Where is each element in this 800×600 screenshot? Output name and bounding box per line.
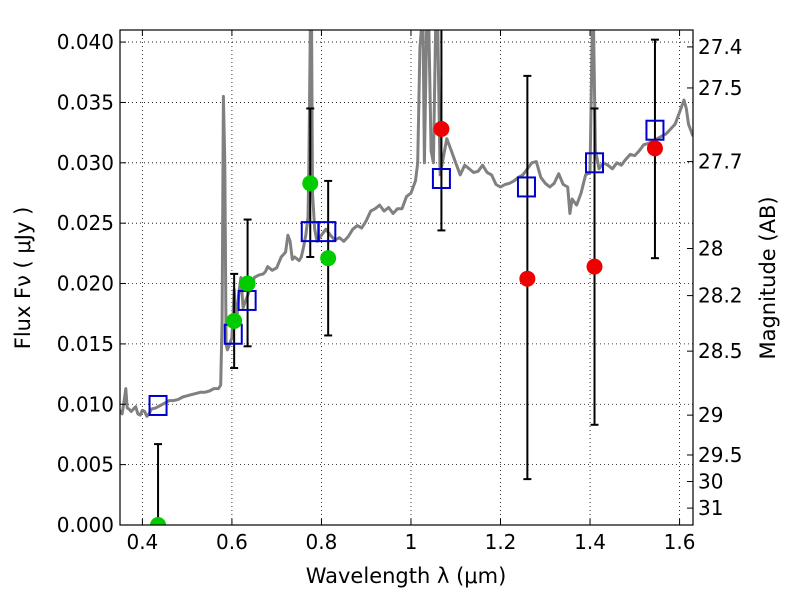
x-tick-label: 0.4 [126,530,158,554]
magnitude-tick-label: 27.4 [698,35,743,59]
detection-marker [433,121,450,137]
y-tick-label: 0.025 [57,211,114,235]
x-axis-label: Wavelength λ (μm) [306,564,507,588]
magnitude-axis-label: Magnitude (AB) [756,196,780,359]
plot-area [120,30,693,525]
magnitude-tick-label: 31 [698,496,723,520]
y-tick-label: 0.035 [57,90,114,114]
magnitude-tick-label: 28.5 [698,339,743,363]
magnitude-tick-label: 28.2 [698,284,743,308]
detection-marker [646,140,663,157]
detection-marker [586,258,603,275]
model-square-marker [431,168,451,189]
x-tick-label: 1.4 [574,530,606,554]
detection-marker [150,517,167,525]
y-tick-label: 0.010 [57,392,114,416]
spectrum-line [120,30,693,418]
y-tick-label: 0.020 [57,272,114,296]
magnitude-tick-label: 27.5 [698,76,743,100]
detection-marker [519,270,536,287]
detection-marker [239,275,256,292]
model-square-marker [317,221,337,243]
y-tick-label: 0.005 [57,453,114,477]
magnitude-tick-label: 29 [698,403,723,427]
y-tick-label: 0.000 [57,513,114,537]
x-tick-label: 1.2 [485,530,517,554]
magnitude-tick-label: 27.7 [698,150,743,174]
x-tick-label: 0.8 [306,530,338,554]
y-tick-label: 0.040 [57,30,114,54]
y-axis-label: Flux Fν ( μJy ) [11,207,35,350]
plot-frame [119,29,694,526]
x-tick-label: 0.6 [216,530,248,554]
magnitude-tick-label: 28 [698,237,723,261]
model-square-marker [645,119,665,141]
model-square-marker [516,176,536,198]
magnitude-tick-label: 30 [698,470,723,494]
grid [120,30,693,526]
x-tick-label: 1.6 [664,530,696,554]
y-tick-label: 0.015 [57,332,114,356]
detection-marker [302,175,319,192]
detection-marker [226,312,243,329]
model-square-marker [585,152,605,174]
y-tick-label: 0.030 [57,151,114,175]
axes: 0.4 0.6 0.8 1 1.2 1.4 1.6 0.000 0.005 0.010 0.015 0… [57,30,743,554]
magnitude-tick-label: 29.5 [698,443,743,467]
detection-marker [320,250,337,267]
model-square-marker [148,394,168,416]
x-tick-label: 1 [405,530,418,554]
